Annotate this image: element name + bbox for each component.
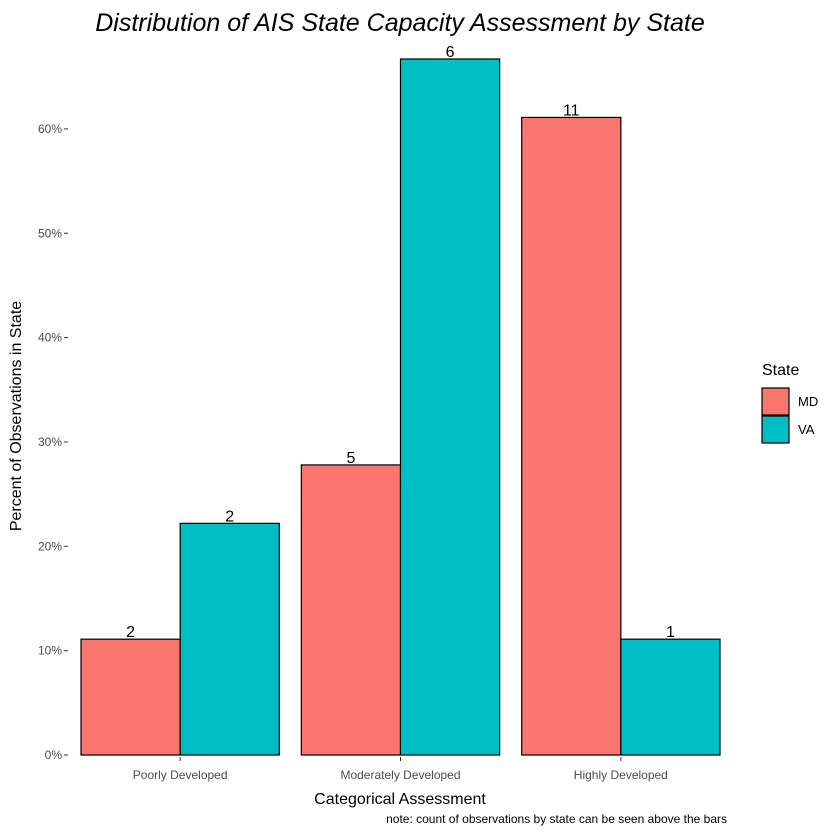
y-tick-label: 30% bbox=[38, 435, 62, 449]
bar-md-2 bbox=[521, 116, 622, 756]
y-tick-label: 0% bbox=[45, 748, 63, 762]
legend-label-va: VA bbox=[798, 422, 815, 437]
bar-md-1 bbox=[300, 464, 402, 756]
bar-va-1 bbox=[399, 58, 501, 756]
y-tick-label: 20% bbox=[38, 539, 62, 553]
y-axis: 0% 10% 20% 30% 40% 50% 60% bbox=[38, 122, 68, 762]
bar-count-label: 5 bbox=[346, 450, 355, 467]
bar-count-label: 6 bbox=[446, 44, 455, 61]
legend: State MD VA bbox=[761, 362, 818, 444]
y-tick-label: 10% bbox=[38, 644, 62, 658]
legend-key-md bbox=[761, 387, 790, 416]
y-axis-title: Percent of Observations in State bbox=[8, 301, 25, 531]
x-tick-label: Moderately Developed bbox=[340, 768, 460, 782]
x-tick-label: Poorly Developed bbox=[133, 768, 228, 782]
y-tick-label: 60% bbox=[38, 122, 62, 136]
legend-title: State bbox=[762, 362, 799, 379]
x-axis: Poorly Developed Moderately Developed High… bbox=[133, 757, 668, 782]
bar-va-2 bbox=[620, 638, 721, 756]
chart-note: note: count of observations by state can… bbox=[386, 812, 727, 826]
legend-label-md: MD bbox=[798, 394, 818, 409]
bar-count-label: 11 bbox=[563, 102, 580, 119]
bar-count-label: 2 bbox=[126, 624, 135, 641]
bar-count-label: 2 bbox=[225, 508, 234, 525]
bar-va-0 bbox=[179, 522, 280, 756]
x-tick-label: Highly Developed bbox=[574, 768, 668, 782]
bar-md-0 bbox=[80, 638, 181, 756]
y-tick-label: 40% bbox=[38, 331, 62, 345]
y-tick-label: 50% bbox=[38, 226, 62, 240]
legend-key-va bbox=[761, 415, 790, 444]
x-axis-title: Categorical Assessment bbox=[314, 791, 486, 808]
chart-title: Distribution of AIS State Capacity Asses… bbox=[95, 9, 705, 37]
bar-count-label: 1 bbox=[666, 624, 675, 641]
